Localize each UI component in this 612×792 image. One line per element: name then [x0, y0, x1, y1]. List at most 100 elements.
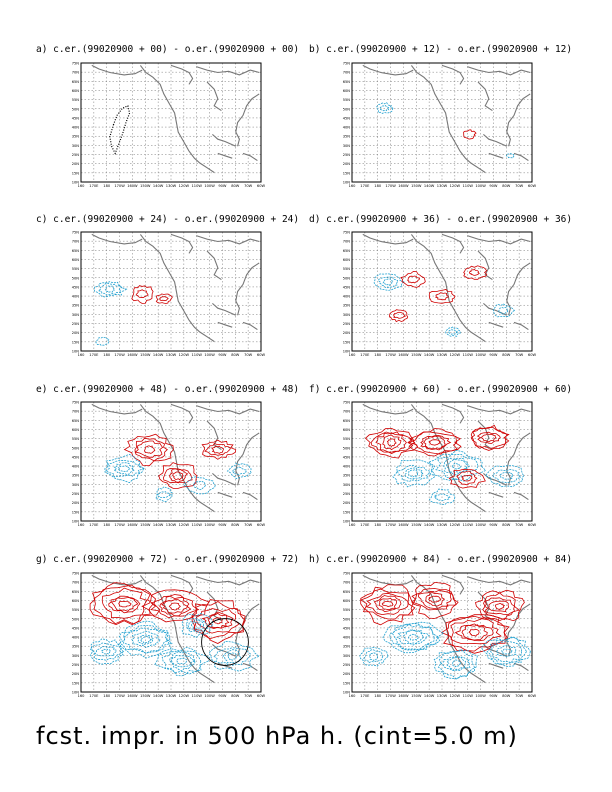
- latitude-label: 20N: [343, 331, 351, 335]
- longitude-label: 120W: [450, 694, 461, 698]
- positive-contour: [373, 595, 402, 613]
- longitude-label: 100W: [475, 353, 486, 357]
- longitude-label: 170E: [360, 523, 370, 527]
- longitude-label: 130W: [437, 523, 448, 527]
- panel-title-e: e) c.er.(99020900 + 48) - o.er.(99020900…: [36, 384, 300, 395]
- positive-contour: [408, 428, 462, 457]
- longitude-label: 130W: [437, 694, 448, 698]
- map-frame: [351, 231, 533, 352]
- longitude-label: 70W: [515, 353, 524, 357]
- coastline: [506, 93, 531, 147]
- graticule: [81, 232, 261, 351]
- contours: [373, 265, 516, 337]
- latitude-label: 25N: [72, 153, 80, 157]
- negative-contour: [117, 620, 172, 659]
- latitude-label: 15N: [343, 510, 351, 514]
- longitude-label: 140W: [424, 184, 435, 188]
- longitude-label: 70W: [515, 184, 524, 188]
- negative-contour: [428, 488, 456, 505]
- coastline: [242, 491, 258, 501]
- negative-contour: [404, 467, 424, 480]
- negative-contour: [451, 462, 462, 470]
- longitude-label: 110W: [463, 694, 474, 698]
- contours: [364, 424, 525, 505]
- longitude-label: 170W: [114, 523, 125, 527]
- longitude-label: 160W: [127, 184, 138, 188]
- latitude-label: 30N: [343, 483, 351, 487]
- positive-contour: [101, 587, 148, 619]
- latitude-label: 75N: [72, 572, 80, 576]
- longitude-label: 70W: [515, 523, 524, 527]
- coastline: [212, 472, 237, 486]
- latitude-label: 55N: [343, 98, 351, 102]
- coastline: [242, 662, 258, 672]
- positive-contour: [155, 293, 173, 304]
- coastline: [170, 64, 194, 85]
- negative-contour: [382, 621, 445, 654]
- coastline: [217, 491, 233, 498]
- longitude-label: 100W: [204, 694, 215, 698]
- negative-contour: [433, 493, 451, 501]
- latitude-label: 65N: [343, 419, 351, 423]
- positive-contour: [204, 443, 231, 456]
- coastline: [488, 662, 504, 669]
- latitude-label: 25N: [343, 492, 351, 496]
- panel-title-d: d) c.er.(99020900 + 36) - o.er.(99020900…: [309, 214, 573, 225]
- coastline: [170, 574, 194, 595]
- coastline: [242, 321, 258, 331]
- map-svg-g: 75N 70N 65N 60N 55N 50N 45N 40N 35N 30N 25N 20N 15N 1…: [72, 572, 266, 699]
- latitude-label: 65N: [72, 249, 80, 253]
- latitude-label: 60N: [72, 428, 80, 432]
- graticule: [81, 402, 261, 521]
- latitude-label: 60N: [72, 258, 80, 262]
- map-panel-c: 75N 70N 65N 60N 55N 50N 45N 40N 35N 30N 25N 20N 15N 1…: [72, 231, 266, 358]
- latitude-label: 40N: [72, 295, 80, 299]
- longitude-label: 80W: [502, 353, 511, 357]
- map-svg-c: 75N 70N 65N 60N 55N 50N 45N 40N 35N 30N 25N 20N 15N 1…: [72, 231, 266, 358]
- map-panel-a: 75N 70N 65N 60N 55N 50N 45N 40N 35N 30N 25N 20N 15N 1…: [72, 62, 266, 189]
- longitude-label: 90W: [218, 523, 227, 527]
- longitude-label: 150W: [140, 184, 151, 188]
- positive-contour: [488, 600, 509, 612]
- coastline: [513, 152, 529, 162]
- longitude-label: 120W: [179, 184, 190, 188]
- positive-contour: [461, 624, 488, 641]
- latitude-label: 60N: [343, 599, 351, 603]
- latitude-label: 65N: [72, 80, 80, 84]
- negative-contour: [175, 657, 188, 665]
- longitude-label: 110W: [463, 353, 474, 357]
- positive-contour: [463, 265, 488, 280]
- latitude-label: 10N: [72, 181, 80, 185]
- latitude-label: 40N: [343, 465, 351, 469]
- positive-contour: [476, 431, 501, 444]
- longitude-label: 160W: [127, 694, 138, 698]
- longitude-label: 120W: [179, 353, 190, 357]
- latitude-label: 20N: [343, 501, 351, 505]
- longitude-label: 90W: [489, 694, 498, 698]
- longitude-label: 140W: [153, 523, 164, 527]
- coastline: [170, 403, 194, 424]
- latitude-label: 25N: [72, 322, 80, 326]
- negative-contour: [501, 648, 513, 655]
- positive-contour: [162, 468, 193, 484]
- positive-contour: [428, 439, 442, 446]
- negative-contour: [440, 656, 471, 672]
- negative-contour: [192, 480, 207, 491]
- longitude-label: 160W: [127, 523, 138, 527]
- longitude-label: 110W: [463, 184, 474, 188]
- map-svg-d: 75N 70N 65N 60N 55N 50N 45N 40N 35N 30N 25N 20N 15N 1…: [343, 231, 537, 358]
- contours: [93, 281, 173, 346]
- longitude-label: 150W: [411, 184, 422, 188]
- latitude-label: 20N: [72, 501, 80, 505]
- positive-contour: [428, 595, 442, 603]
- longitude-label: 160: [349, 353, 357, 357]
- longitude-label: 100W: [204, 184, 215, 188]
- negative-contour: [208, 640, 260, 672]
- longitude-label: 60W: [528, 523, 537, 527]
- negative-contour: [396, 464, 431, 482]
- positive-contour: [468, 268, 480, 276]
- coastline: [206, 420, 222, 451]
- latitude-label: 30N: [72, 313, 80, 317]
- negative-contour: [433, 650, 478, 680]
- coastline: [212, 133, 237, 147]
